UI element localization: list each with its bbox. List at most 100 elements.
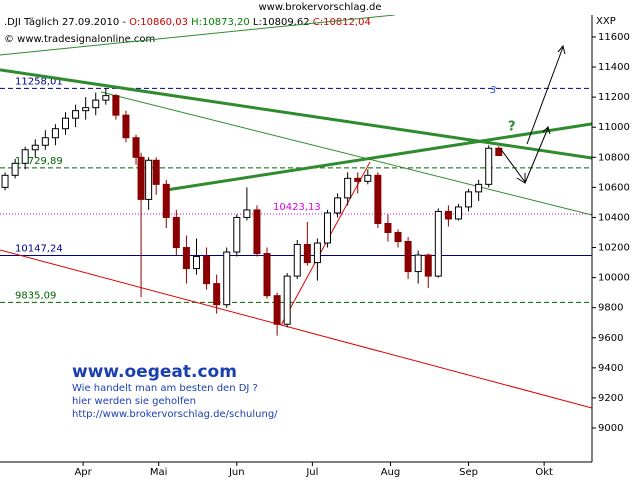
candle-body bbox=[283, 275, 291, 325]
y-tick-label: 10000 bbox=[598, 273, 630, 284]
question-label: ? bbox=[508, 120, 516, 135]
candle-body bbox=[485, 147, 493, 185]
candle-body bbox=[223, 251, 231, 306]
y-tick-label: 10200 bbox=[598, 243, 630, 254]
candle-body bbox=[253, 209, 261, 255]
y-tick-label: 10400 bbox=[598, 212, 630, 223]
trendline bbox=[0, 68, 592, 160]
chart-title: .DJI Täglich 27.09.2010 - O:10860,03 H:1… bbox=[4, 17, 371, 28]
candle-body bbox=[394, 231, 402, 243]
candle-body bbox=[475, 183, 483, 193]
y-tick-label: 10800 bbox=[598, 152, 630, 163]
candle-body bbox=[233, 216, 241, 253]
title-part: .DJI Täglich 27.09.2010 - bbox=[4, 17, 129, 28]
candle-body bbox=[72, 110, 80, 119]
candle-body bbox=[162, 183, 170, 218]
arrow-head bbox=[557, 44, 566, 55]
candle-body bbox=[102, 95, 110, 101]
arrow bbox=[524, 127, 549, 184]
candle-body bbox=[132, 137, 140, 158]
plot-area: 11258,01 10729,89 10423,13 10147,24 9835,09 bbox=[0, 15, 592, 409]
candle-body bbox=[152, 159, 160, 185]
candle-body bbox=[21, 149, 29, 164]
title-part: C:10812,04 bbox=[310, 17, 371, 28]
candle-body bbox=[92, 99, 100, 109]
candle-body bbox=[122, 114, 130, 139]
candle-body bbox=[243, 209, 251, 218]
candle-body bbox=[434, 210, 442, 277]
candle-body bbox=[374, 174, 382, 224]
candle-body bbox=[364, 174, 372, 182]
trendline bbox=[0, 249, 592, 409]
candle-body bbox=[51, 128, 59, 139]
candle-body bbox=[293, 244, 301, 277]
candle-body bbox=[203, 256, 211, 285]
arrow bbox=[526, 46, 564, 145]
title-part: H:10873,20 bbox=[188, 17, 250, 28]
trendline bbox=[100, 91, 592, 216]
arrows bbox=[499, 44, 566, 184]
level-label: 10147,24 bbox=[15, 243, 63, 254]
candle-body bbox=[414, 254, 422, 273]
title-part: O:10860,03 bbox=[129, 17, 188, 28]
y-tick-label: 9200 bbox=[598, 393, 623, 404]
arrow-head bbox=[542, 126, 551, 135]
candle-body bbox=[384, 222, 392, 233]
candle-body bbox=[82, 107, 90, 112]
x-tick-label: Aug bbox=[381, 467, 401, 478]
candle-body bbox=[1, 174, 9, 188]
promo-line: http://www.brokervorschlag.de/schulung/ bbox=[72, 409, 278, 420]
candle-body bbox=[145, 159, 153, 200]
candle-body bbox=[112, 95, 120, 116]
x-tick-label: Jun bbox=[228, 467, 245, 478]
y-tick-label: 9800 bbox=[598, 303, 623, 314]
candle-body bbox=[61, 117, 69, 130]
candle-body bbox=[465, 191, 473, 208]
y-tick-label: 9600 bbox=[598, 333, 623, 344]
candle-body bbox=[495, 147, 503, 156]
x-tick-label: Jul bbox=[305, 467, 318, 478]
candle-body bbox=[137, 156, 145, 200]
candle-body bbox=[213, 283, 221, 306]
level-label: 10729,89 bbox=[15, 156, 63, 167]
y-tick-label: 11200 bbox=[598, 92, 630, 103]
y-tick-label: 9400 bbox=[598, 363, 623, 374]
candle-body bbox=[41, 137, 49, 146]
copyright: © www.tradesignalonline.com bbox=[4, 34, 155, 45]
y-tick-label: 11000 bbox=[598, 122, 630, 133]
promo-line: hier werden sie geholfen bbox=[72, 396, 196, 407]
candle-body bbox=[273, 295, 281, 325]
title-part: L:10809,62 bbox=[250, 17, 310, 28]
y-tick-label: 10600 bbox=[598, 182, 630, 193]
x-tick-label: Apr bbox=[74, 467, 92, 478]
candle-body bbox=[334, 197, 342, 214]
level-label: 11258,01 bbox=[15, 76, 63, 87]
candle-body bbox=[192, 256, 200, 270]
level-label: 10423,13 bbox=[273, 202, 321, 213]
candle-body bbox=[354, 177, 362, 182]
candle-body bbox=[182, 247, 190, 270]
candle-body bbox=[454, 206, 462, 220]
source: www.brokervorschlag.de bbox=[259, 2, 382, 13]
arrow bbox=[499, 147, 526, 183]
candle-body bbox=[424, 254, 432, 277]
candle-body bbox=[404, 241, 412, 273]
candle-body bbox=[323, 212, 331, 244]
wave-label: 3 bbox=[490, 85, 496, 96]
trendline bbox=[166, 122, 592, 192]
candle-body bbox=[172, 216, 180, 249]
level-label: 9835,09 bbox=[15, 290, 56, 301]
candle-body bbox=[31, 144, 39, 151]
candle-body bbox=[263, 253, 271, 297]
promo-site: www.oegeat.com bbox=[72, 362, 237, 382]
candle-body bbox=[313, 242, 321, 264]
y-tick-label: 9000 bbox=[598, 423, 623, 434]
candle-body bbox=[344, 177, 352, 199]
y-tick-label: 11400 bbox=[598, 62, 630, 73]
x-tick-label: Mai bbox=[150, 467, 168, 478]
x-tick-label: Okt bbox=[535, 467, 553, 478]
candle-body bbox=[303, 244, 311, 264]
y-axis-label: XXP bbox=[596, 16, 616, 27]
promo-line: Wie handelt man am besten den DJ ? bbox=[72, 383, 258, 394]
